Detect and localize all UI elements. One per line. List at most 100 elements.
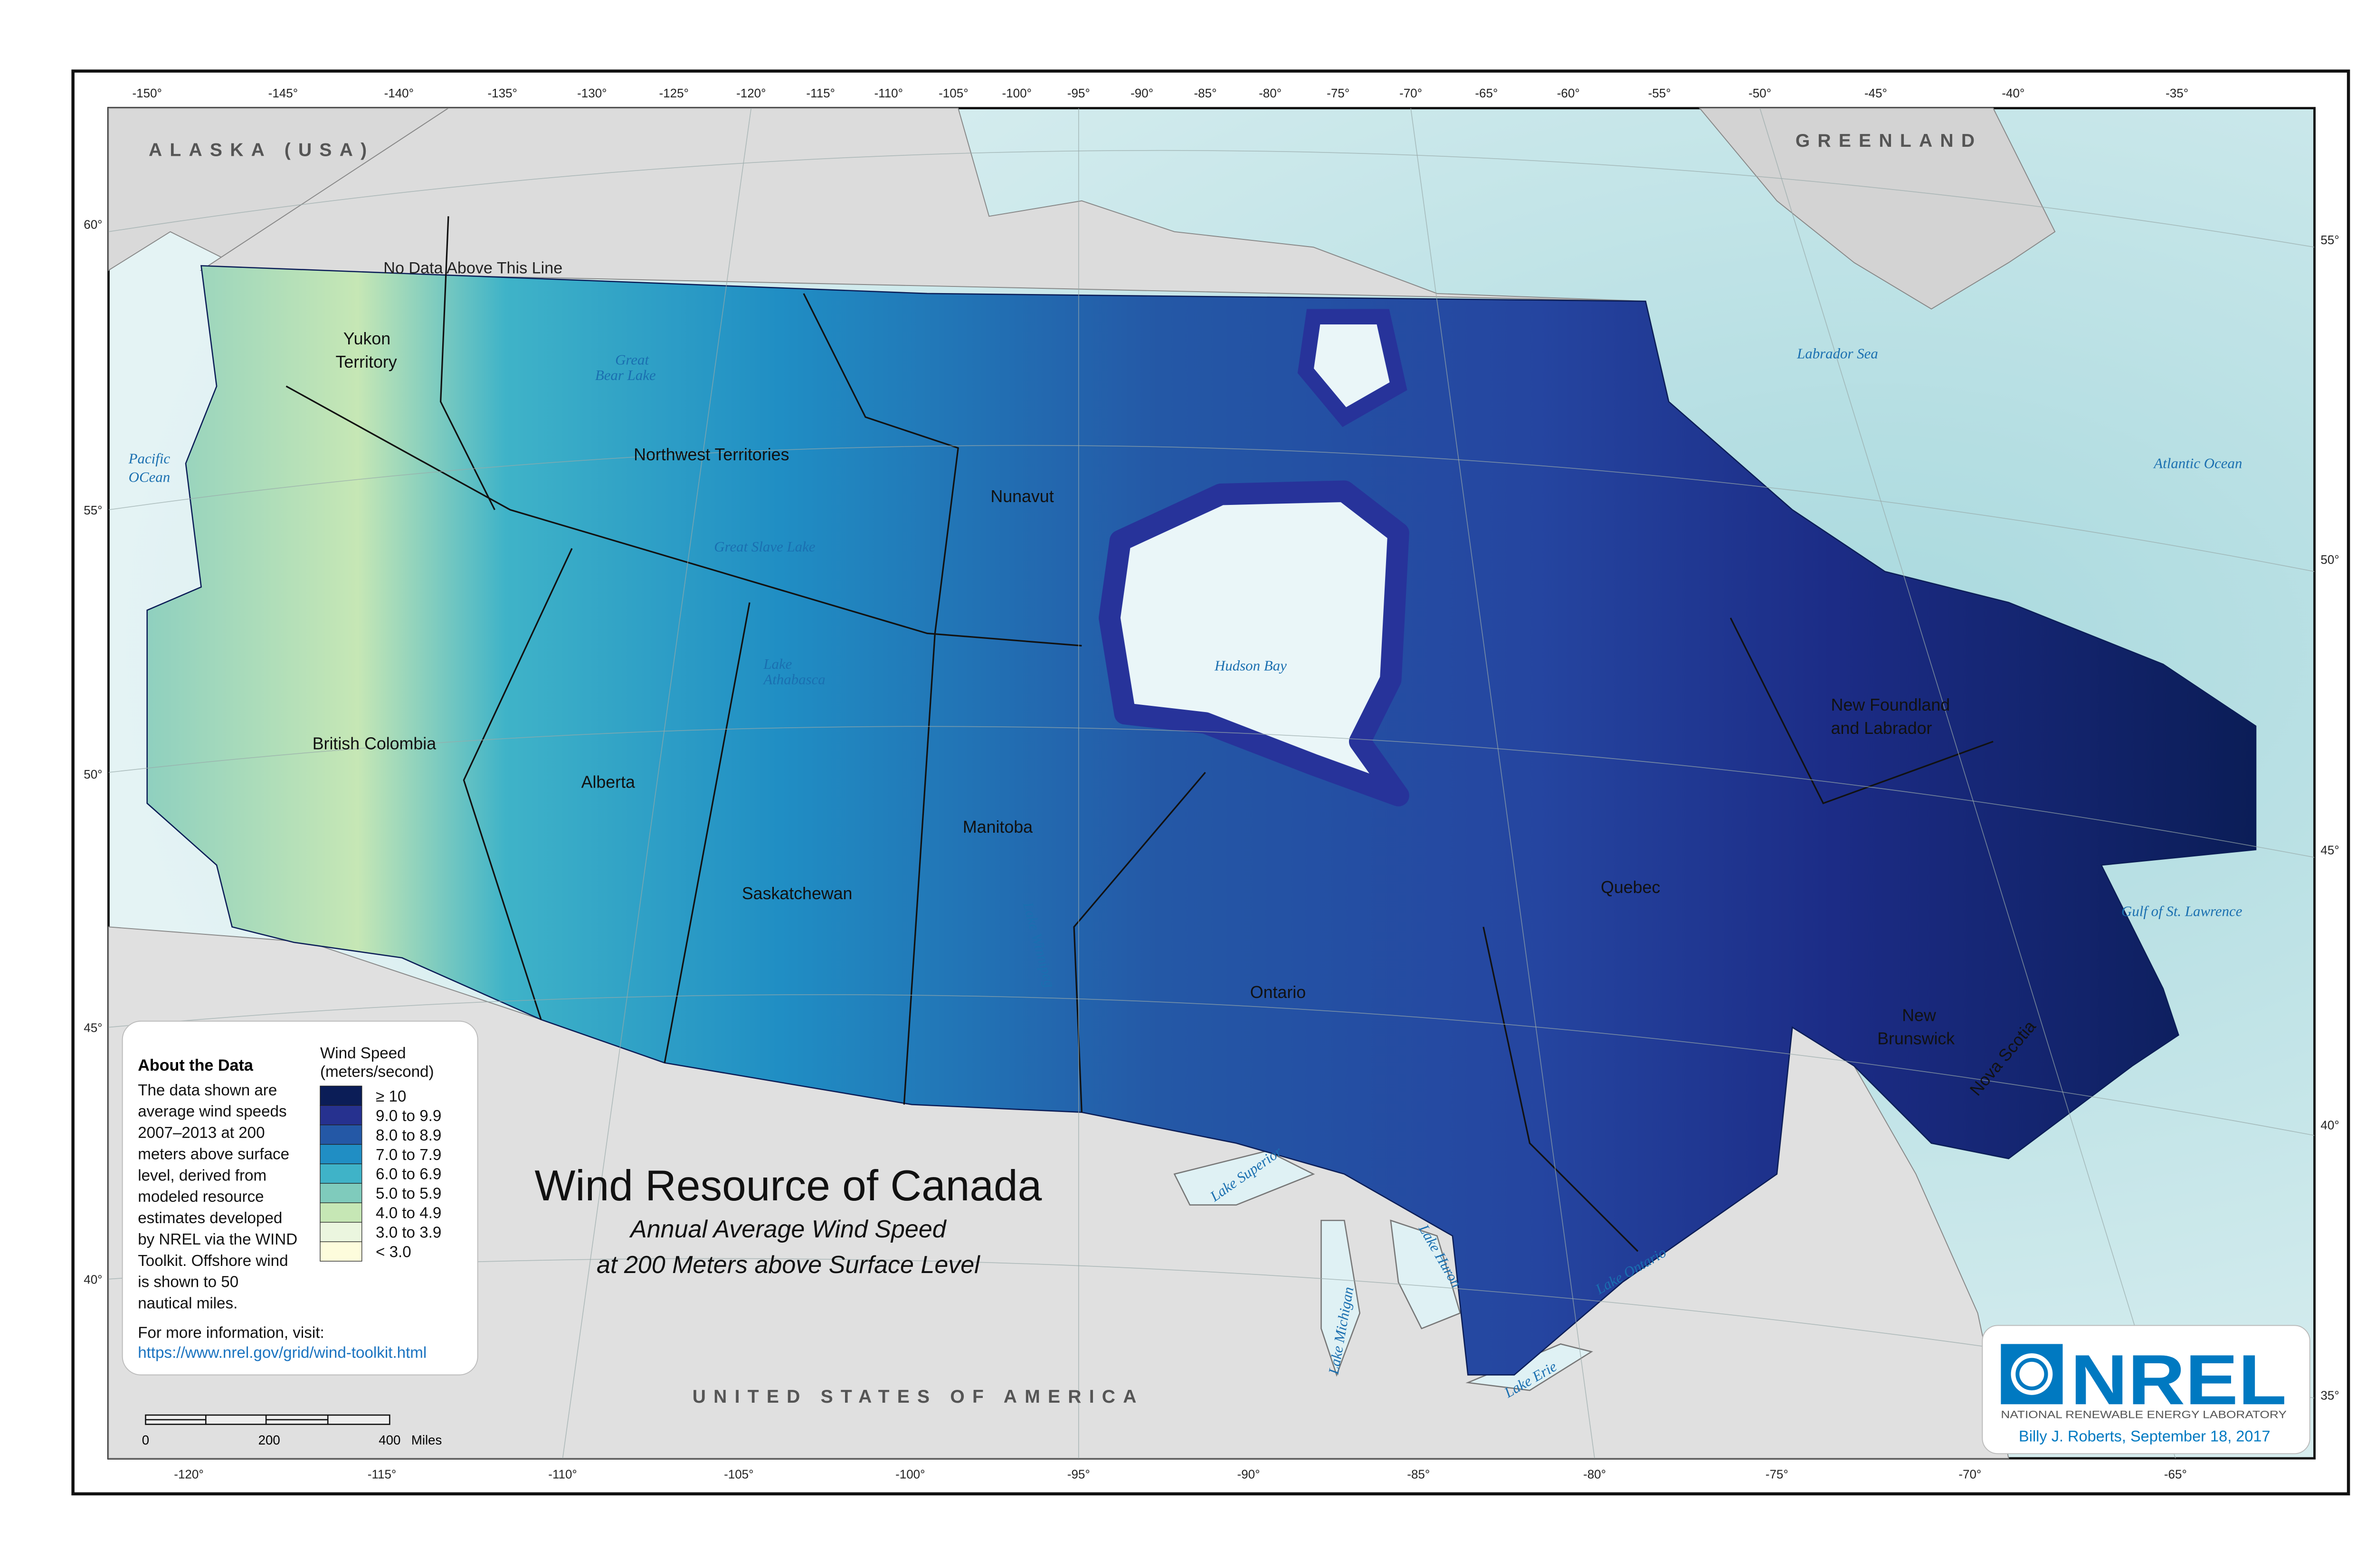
about-heading: About the Data [138,1056,254,1074]
longitude-tick-top: -110° [874,86,903,100]
about-text-line: by NREL via the WIND [138,1231,297,1248]
longitude-tick-top: -80° [1259,86,1282,100]
latitude-tick-left: 45° [84,1020,102,1035]
label-manitoba: Manitoba [963,817,1033,836]
longitude-tick-bottom: -110° [548,1467,577,1481]
longitude-tick-bottom: -80° [1583,1467,1606,1481]
hudson-bay-water [1099,480,1409,807]
longitude-tick-top: -35° [2166,86,2188,100]
label-alberta: Alberta [581,773,635,792]
label-ontario: Ontario [1250,983,1306,1002]
label-labrador-sea: Labrador Sea [1796,345,1878,362]
legend-swatch [320,1183,362,1203]
longitude-tick-top: -140° [384,86,414,100]
coordinate-ticks: -150° -145° -140° -135° -130° -125° -120° -115°… [84,86,2339,1481]
legend-class-label: 3.0 to 3.9 [376,1224,441,1242]
longitude-tick-top: -130° [577,86,607,100]
label-nl-2: and Labrador [1831,719,1932,738]
graticule-line [108,445,2315,572]
longitude-tick-top: -95° [1067,86,1090,100]
longitude-tick-top: -120° [736,86,766,100]
legend-class-label: 5.0 to 5.9 [376,1185,441,1203]
longitude-tick-top: -105° [939,86,968,100]
about-text-line: The data shown are [138,1082,277,1099]
arctic-islands-landmass [200,107,1646,302]
map-subtitle-2: at 200 Meters above Surface Level [597,1251,980,1279]
longitude-tick-top: -50° [1748,86,1771,100]
graticule-line [1759,108,2176,1459]
label-athabasca: Lake [763,656,792,672]
legend-class-label: 8.0 to 8.9 [376,1127,441,1144]
graticule-line [562,108,752,1459]
about-text-line: nautical miles. [138,1295,238,1312]
label-greenland: GREENLAND [1796,131,1982,151]
scale-unit: Miles [411,1433,442,1447]
about-text-line: estimates developed [138,1209,282,1227]
graticule-line [108,150,2315,248]
map-subtitle-1: Annual Average Wind Speed [629,1216,947,1243]
latitude-tick-right: 45° [2320,843,2339,857]
longitude-tick-bottom: -70° [1958,1467,1981,1481]
graticule-line [108,726,2315,858]
label-nl: New Foundland [1831,695,1950,714]
label-great-bear: Great [615,352,649,368]
longitude-tick-top: -125° [659,86,689,100]
boundary-bc-alberta [463,548,573,1020]
legend-swatch [320,1241,362,1262]
no-data-label: No Data Above This Line [383,259,562,277]
latitude-tick-right: 55° [2320,233,2339,247]
boundary-60N [285,385,1082,647]
longitude-tick-bottom: -90° [1237,1467,1260,1481]
legend-title: Wind Speed [320,1045,406,1062]
longitude-tick-top: -60° [1557,86,1580,100]
boundary-sask-manitoba [903,633,936,1105]
label-atlantic: Atlantic Ocean [2153,455,2242,471]
scale-label-0: 0 [142,1433,149,1447]
longitude-tick-bottom: -115° [368,1467,397,1481]
boundary-alberta-sask [664,602,750,1063]
about-text-line: Toolkit. Offshore wind [138,1252,288,1270]
legend-class-label: ≥ 10 [376,1088,406,1105]
legend-class-label: 9.0 to 9.9 [376,1107,441,1125]
label-nunavut: Nunavut [990,487,1054,506]
latitude-tick-left: 40° [84,1273,102,1287]
legend-class-label: 6.0 to 6.9 [376,1166,441,1183]
longitude-tick-bottom: -95° [1067,1467,1090,1481]
boundary-ontario-quebec [1482,926,1639,1252]
longitude-tick-top: -85° [1194,86,1216,100]
about-text-line: level, derived from [138,1167,266,1184]
nrel-wordmark: NREL [2071,1340,2287,1419]
label-saskatchewan: Saskatchewan [742,884,853,903]
map-title: Wind Resource of Canada [534,1162,1042,1210]
legend-class-label: < 3.0 [376,1244,411,1261]
label-hudson-bay: Hudson Bay [1214,657,1287,674]
about-text-line: is shown to 50 [138,1273,238,1291]
label-nb: New [1902,1006,1936,1025]
more-info-text: For more information, visit: [138,1324,324,1341]
scale-bar: 0 200 400 Miles [142,1414,442,1447]
latitude-tick-right: 50° [2320,552,2339,567]
legend-class-label: 7.0 to 7.9 [376,1146,441,1164]
nrel-logo-panel: NREL NATIONAL RENEWABLE ENERGY LABORATOR… [1982,1325,2310,1454]
more-info-link[interactable]: https://www.nrel.gov/grid/wind-toolkit.h… [138,1344,427,1362]
boundary-yukon-nwt [440,216,495,510]
outer-frame [71,69,2350,1496]
legend-swatch [320,1085,362,1106]
about-text-line: 2007–2013 at 200 [138,1124,265,1142]
legend-class-label: 4.0 to 4.9 [376,1205,441,1222]
about-text-line: meters above surface [138,1145,289,1163]
lake-huron-shape [1390,1219,1461,1330]
graticule-line [1410,108,1595,1459]
longitude-tick-bottom: -65° [2164,1467,2187,1481]
label-pacific-2: OCean [129,469,170,485]
longitude-tick-top: -150° [133,86,162,100]
longitude-tick-top: -75° [1327,86,1349,100]
legend-swatch [320,1202,362,1223]
label-yukon: Yukon [343,329,390,348]
latitude-tick-left: 60° [84,217,102,231]
latitude-tick-left: 55° [84,503,102,517]
map-credit: Billy J. Roberts, September 18, 2017 [2019,1427,2270,1444]
longitude-tick-top: -115° [806,86,835,100]
label-nb-2: Brunswick [1877,1029,1955,1048]
about-text-line: average wind speeds [138,1103,286,1121]
